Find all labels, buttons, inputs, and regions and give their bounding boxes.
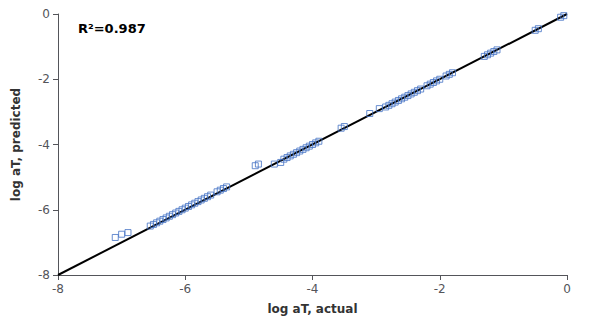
svg-text:-4: -4 — [307, 282, 319, 296]
svg-text:-6: -6 — [38, 203, 50, 217]
svg-text:log aT, predicted: log aT, predicted — [9, 88, 23, 201]
svg-text:-6: -6 — [179, 282, 191, 296]
svg-text:R²=0.987: R²=0.987 — [78, 21, 146, 36]
svg-text:-2: -2 — [38, 72, 50, 86]
svg-text:0: 0 — [563, 282, 571, 296]
svg-text:-2: -2 — [434, 282, 446, 296]
svg-text:-8: -8 — [38, 268, 50, 282]
svg-text:-4: -4 — [38, 138, 50, 152]
svg-text:0: 0 — [42, 7, 50, 21]
svg-text:log aT, actual: log aT, actual — [267, 302, 357, 316]
svg-text:-8: -8 — [52, 282, 64, 296]
